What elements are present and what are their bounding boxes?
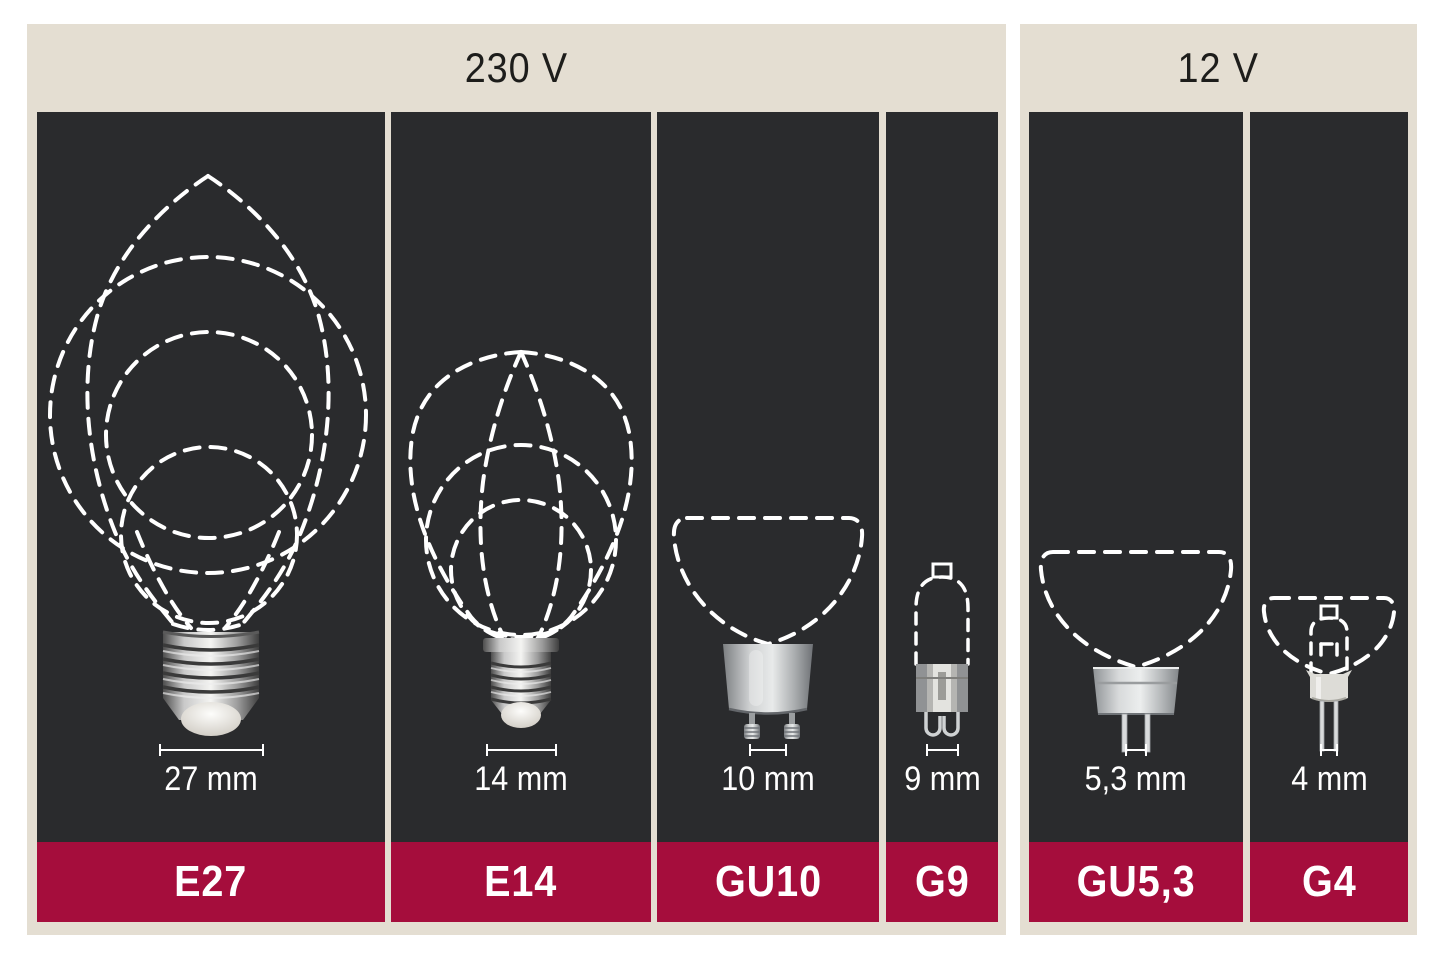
panel-12v: 12 V — [1020, 24, 1417, 935]
measurement-label-g4: 4 mm — [1290, 760, 1368, 798]
measurement-e27: 27 mm — [37, 744, 385, 799]
column-gu53-art: 5,3 mm — [1029, 112, 1243, 842]
measurement-line-gu53 — [1125, 744, 1147, 756]
measurement-label-e14: 14 mm — [474, 760, 568, 798]
panel-title-text: 230 V — [464, 44, 569, 91]
dashed-bulb-shapes-e27 — [48, 174, 368, 632]
socket-photo-e27 — [162, 630, 260, 736]
socket-type-bar-g9: G9 — [886, 842, 998, 922]
panel-230v: 230 V — [27, 24, 1006, 935]
socket-type-bar-e14: E14 — [391, 842, 651, 922]
gu53-pins — [1121, 713, 1151, 753]
column-g9-art: 9 mm — [886, 112, 998, 842]
socket-type-label-e27: E27 — [174, 857, 248, 906]
measurement-label-gu53: 5,3 mm — [1084, 760, 1188, 798]
socket-photo-gu53 — [1093, 667, 1179, 753]
column-g4: 4 mm G4 — [1250, 112, 1408, 922]
column-e14-art: 14 mm — [391, 112, 651, 842]
column-gu10-art: 10 mm — [657, 112, 879, 842]
g9-wire-loops — [924, 712, 960, 737]
panel-title-12v: 12 V — [1020, 24, 1417, 112]
socket-photo-e14 — [483, 638, 559, 728]
bulb-outline-and-socket-gu53 — [1038, 550, 1234, 753]
measurement-e14: 14 mm — [391, 744, 651, 799]
socket-type-bar-e27: E27 — [37, 842, 385, 922]
measurement-g4: 4 mm — [1250, 744, 1408, 799]
bulb-outline-and-socket-g4 — [1261, 596, 1397, 752]
bulb-outline-and-socket-g9 — [914, 562, 970, 737]
measurement-label-e27: 27 mm — [164, 760, 258, 798]
g4-pinch-tab — [1319, 604, 1339, 620]
bulb-outline-and-socket-gu10 — [671, 516, 865, 739]
column-e27: 27 mm E27 — [37, 112, 385, 922]
measurement-line-e14 — [485, 744, 557, 756]
dashed-reflector-shape-gu10 — [671, 516, 865, 647]
socket-type-label-g9: G9 — [914, 857, 970, 906]
panel-title-230v: 230 V — [27, 24, 1006, 112]
socket-type-bar-gu10: GU10 — [657, 842, 879, 922]
socket-photo-g4 — [1306, 670, 1352, 752]
dashed-bulb-shapes-e14 — [408, 350, 634, 642]
measurement-gu10: 10 mm — [657, 744, 879, 799]
panel-title-text: 12 V — [1177, 44, 1260, 91]
socket-type-bar-g4: G4 — [1250, 842, 1408, 922]
measurement-line-g4 — [1320, 744, 1338, 756]
dashed-reflector-shape-gu53 — [1038, 550, 1234, 670]
column-e27-art: 27 mm — [37, 112, 385, 842]
gu10-pins — [744, 713, 800, 739]
socket-type-label-gu10: GU10 — [714, 857, 822, 906]
socket-photo-g9 — [916, 664, 968, 737]
measurement-line-gu10 — [749, 744, 787, 756]
socket-type-bar-gu53: GU5,3 — [1029, 842, 1243, 922]
bulb-outline-and-socket-e27 — [48, 174, 368, 736]
column-e14: 14 mm E14 — [391, 112, 651, 922]
column-gu53: 5,3 mm GU5,3 — [1029, 112, 1243, 922]
socket-type-label-gu53: GU5,3 — [1076, 857, 1196, 906]
measurement-gu53: 5,3 mm — [1029, 744, 1243, 799]
dashed-inner-detail-g4 — [1319, 642, 1339, 660]
socket-type-label-g4: G4 — [1301, 857, 1357, 906]
measurement-label-gu10: 10 mm — [721, 760, 815, 798]
column-g4-art: 4 mm — [1250, 112, 1408, 842]
socket-photo-gu10 — [723, 644, 813, 739]
dashed-reflector-shape-g4 — [1261, 596, 1397, 677]
measurement-g9: 9 mm — [886, 744, 998, 799]
dashed-capsule-shape-g9 — [914, 575, 970, 666]
measurement-line-g9 — [925, 744, 959, 756]
column-g9: 9 mm G9 — [886, 112, 998, 922]
g9-pinch-tab — [931, 562, 953, 579]
measurement-line-e27 — [158, 744, 264, 756]
bulb-outline-and-socket-e14 — [408, 350, 634, 728]
measurement-label-g9: 9 mm — [903, 760, 981, 798]
dashed-capsule-shape-g4 — [1309, 616, 1349, 676]
column-gu10: 10 mm GU10 — [657, 112, 879, 922]
socket-type-label-e14: E14 — [484, 857, 558, 906]
